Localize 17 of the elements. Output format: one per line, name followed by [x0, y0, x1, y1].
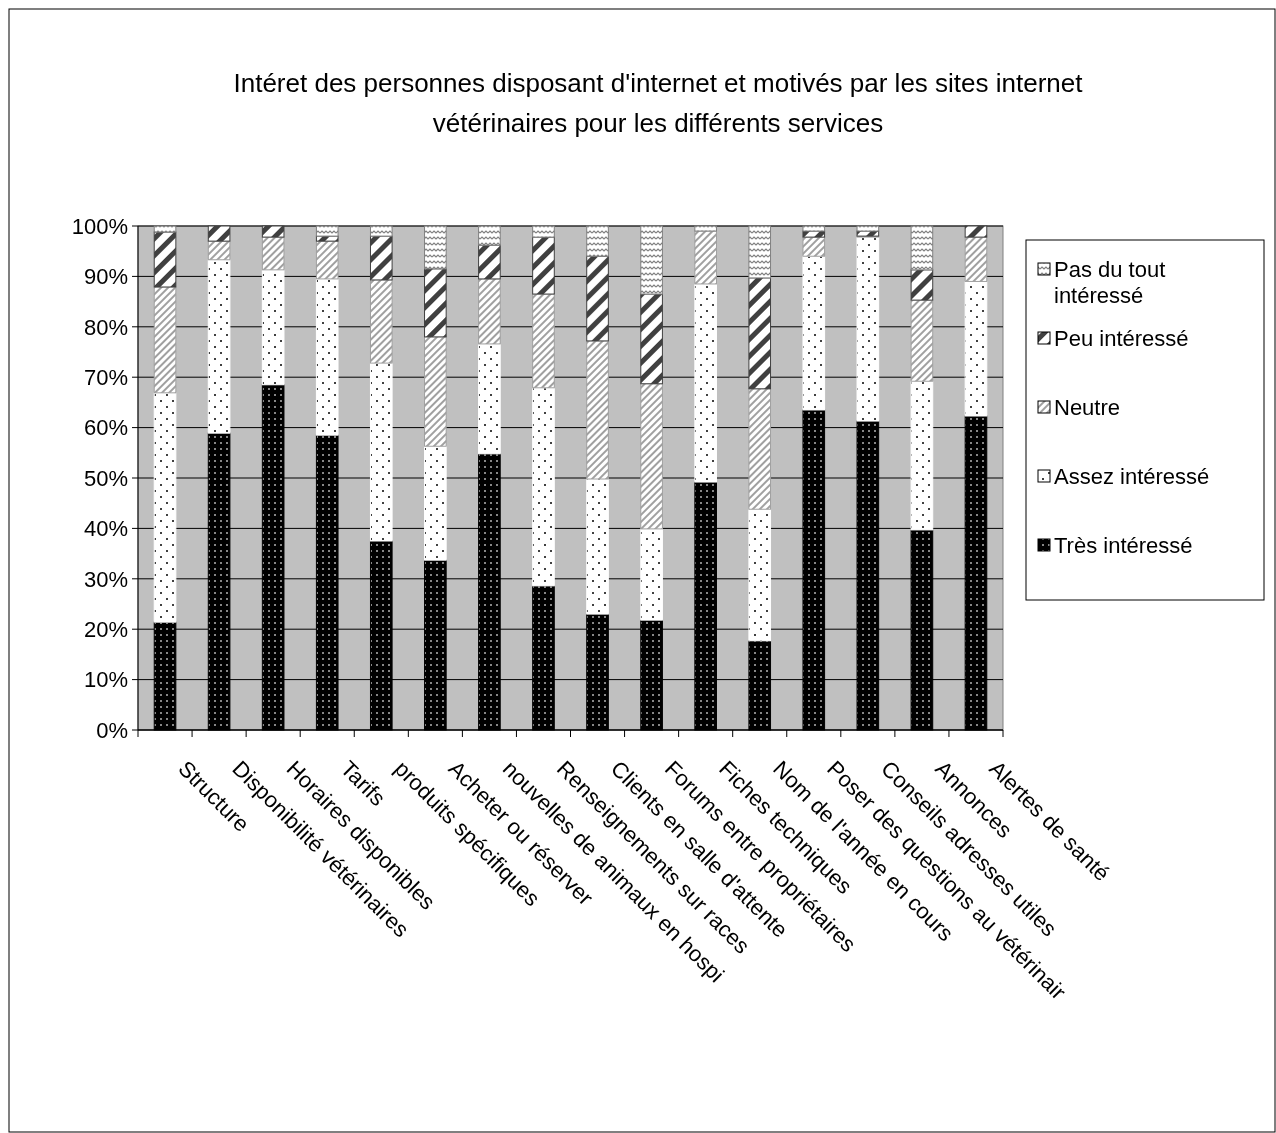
y-tick-label: 10% [83, 667, 128, 693]
legend-label: Assez intéressé [1054, 464, 1210, 489]
y-tick-label: 60% [83, 415, 128, 441]
legend-label: Neutre [1054, 395, 1121, 420]
y-tick-label: 30% [83, 566, 128, 592]
legend-label: Peu intéressé [1054, 326, 1189, 351]
chart-title: Intéret des personnes disposant d'internet et motivés par les sites internet vétérinaires pour les différents services [233, 68, 1084, 138]
y-tick-label: 70% [83, 364, 128, 390]
legend-label: Pas du tout intéressé [1054, 257, 1166, 308]
legend-label: Très intéressé [1054, 533, 1193, 558]
y-tick-label: 50% [83, 465, 128, 491]
y-tick-label: 80% [83, 314, 128, 340]
y-tick-label: 40% [83, 516, 128, 542]
y-tick-label: 20% [83, 616, 128, 642]
y-tick-label: 0% [96, 717, 128, 743]
y-tick-label: 90% [83, 264, 128, 290]
y-tick-label: 100% [71, 213, 128, 239]
